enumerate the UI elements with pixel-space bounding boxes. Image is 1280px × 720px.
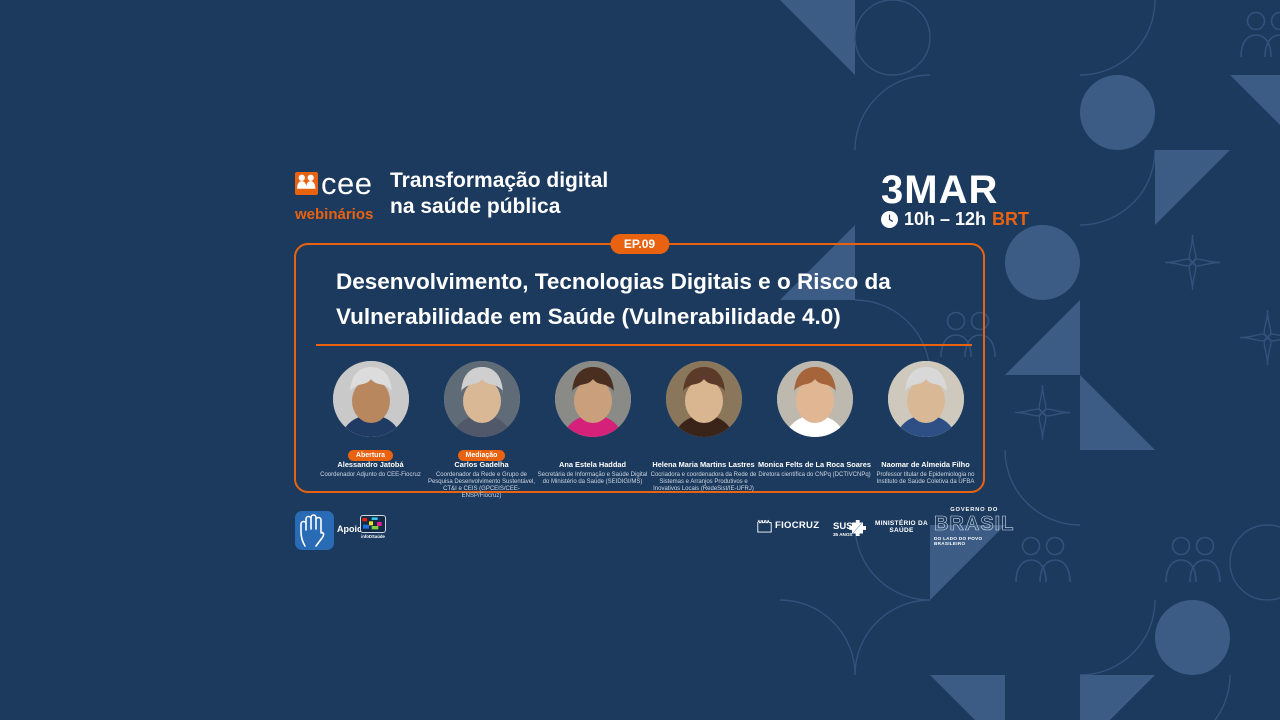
svg-text:35 ANOS: 35 ANOS	[833, 532, 853, 537]
